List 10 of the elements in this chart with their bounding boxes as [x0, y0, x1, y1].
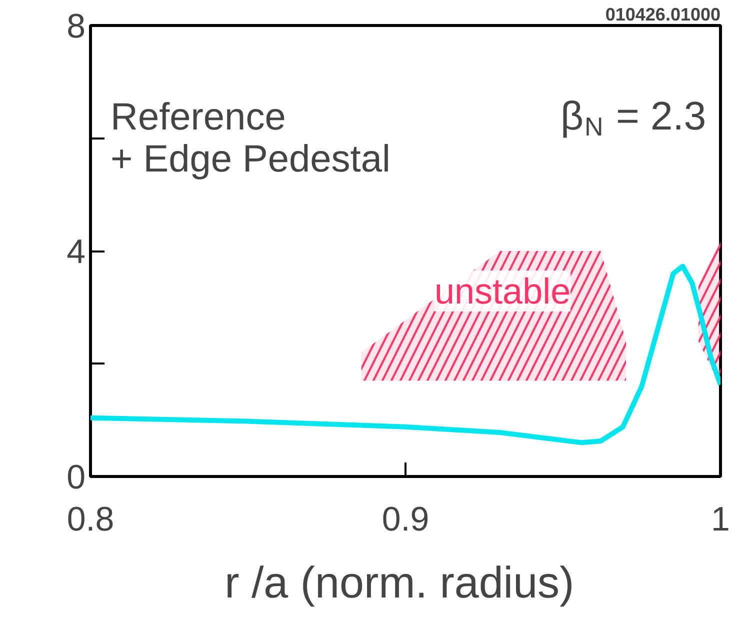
annotation: Reference + Edge Pedestal [110, 96, 390, 180]
y-tick-label: 4 [66, 233, 86, 271]
x-tick-label: 1 [711, 500, 730, 538]
y-tick-label: 0 [66, 458, 86, 496]
annotation: unstable [434, 270, 571, 312]
x-tick-label: 0.8 [66, 500, 114, 538]
x-tick-label: 0.9 [382, 500, 430, 538]
text: 010426.01000 [605, 4, 721, 24]
y-tick-label: 8 [66, 8, 86, 46]
x-axis-title: r /a (norm. radius) [224, 558, 574, 608]
